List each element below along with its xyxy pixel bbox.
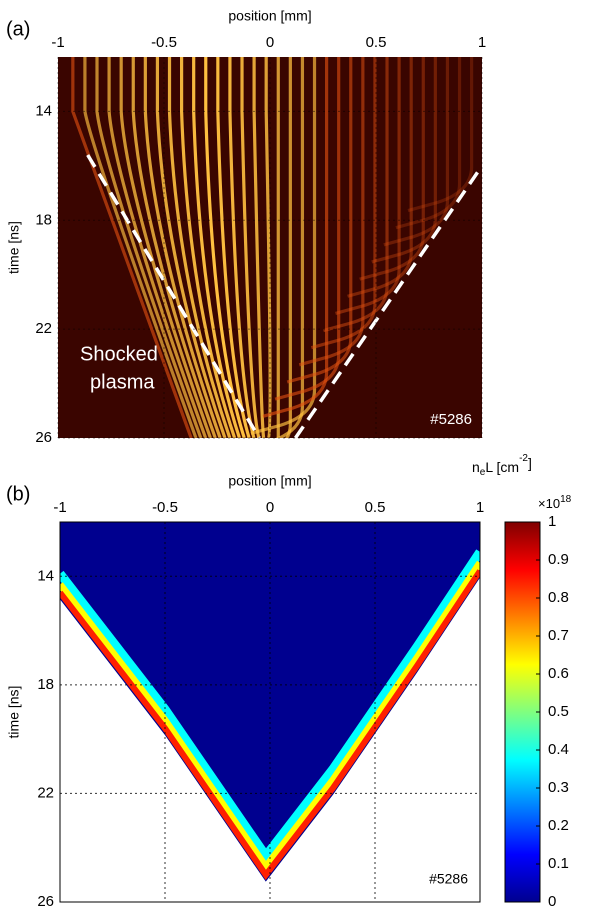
no-data-region <box>60 577 480 902</box>
colorbar-tick-label: 0.6 <box>548 665 569 682</box>
fringe <box>228 57 256 438</box>
annotation: plasma <box>90 371 155 393</box>
colorbar-label-part: L [cm <box>485 459 519 475</box>
fringe <box>274 57 341 401</box>
colorbar-tick-label: 0.1 <box>548 855 569 872</box>
colorbar-label-part: ] <box>528 455 532 471</box>
fringe <box>204 57 246 438</box>
y-tick-label: 26 <box>35 429 52 446</box>
fringe <box>286 57 353 384</box>
shock-front <box>86 154 261 438</box>
x-tick-label: -1 <box>51 34 64 51</box>
fringe <box>119 57 212 438</box>
x-axis-title: position [mm] <box>228 473 311 489</box>
colorbar-tick-label: 0.9 <box>548 551 569 568</box>
panel-label: (b) <box>6 483 30 505</box>
fringe <box>347 57 413 298</box>
colorbar-label-part: -2 <box>519 453 528 464</box>
multiplier-base: ×10 <box>538 496 560 511</box>
fringe <box>285 57 292 438</box>
y-tick-label: 22 <box>35 320 52 337</box>
fringe <box>240 57 261 438</box>
fringe <box>383 57 450 247</box>
colorbar-tick-label: 0.3 <box>548 779 569 796</box>
density-front <box>60 549 480 864</box>
density-front <box>60 569 480 880</box>
fringe <box>107 57 208 438</box>
fringe <box>155 57 227 438</box>
x-axis-title: position [mm] <box>228 8 311 24</box>
fringe <box>298 57 365 367</box>
density-front <box>60 560 480 873</box>
y-axis-title: time [ns] <box>6 686 22 739</box>
y-tick-label: 22 <box>37 784 54 801</box>
colorbar-tick-label: 0.8 <box>548 589 569 606</box>
fringe <box>262 57 329 418</box>
fringe <box>335 57 401 315</box>
y-axis-title: time [ns] <box>6 221 22 274</box>
x-tick-label: 0 <box>266 499 274 516</box>
fringe <box>71 57 193 438</box>
x-tick-label: -0.5 <box>152 499 178 516</box>
fringe <box>131 57 217 438</box>
annotation: #5286 <box>429 871 468 887</box>
fringe <box>371 57 437 264</box>
y-tick-label: 14 <box>35 102 52 119</box>
panel-label: (a) <box>6 18 30 40</box>
fringe <box>83 57 198 438</box>
colorbar-tick-label: 0.4 <box>548 741 569 758</box>
colorbar-tick-label: 0.5 <box>548 703 569 720</box>
colorbar-tick-label: 0.2 <box>548 817 569 834</box>
colorbar-label: neL [cm-2] <box>472 453 532 478</box>
multiplier-exponent: 18 <box>560 494 572 505</box>
fringe <box>275 57 305 438</box>
colorbar-tick-label: 0 <box>548 893 556 910</box>
plot-area <box>58 57 482 438</box>
y-tick-label: 18 <box>35 211 52 228</box>
fringe <box>252 57 266 438</box>
x-tick-label: 0 <box>266 34 274 51</box>
colorbar-multiplier: ×1018 <box>538 494 572 512</box>
annotation: Shocked <box>80 343 158 365</box>
fringe <box>407 57 474 213</box>
colorbar-tick-label: 0.7 <box>548 627 569 644</box>
annotation: #5286 <box>430 411 472 428</box>
x-tick-label: 1 <box>478 34 486 51</box>
fringe <box>250 57 317 435</box>
colorbar-label-part: e <box>480 467 486 478</box>
colorbar <box>504 521 541 903</box>
x-tick-label: 1 <box>476 499 484 516</box>
y-tick-label: 26 <box>37 893 54 910</box>
fringe <box>322 57 389 333</box>
fringe <box>143 57 222 438</box>
fringe <box>192 57 241 438</box>
fringe <box>167 57 232 438</box>
colorbar-label-part: n <box>472 459 480 475</box>
y-tick-label: 14 <box>37 567 54 584</box>
fringe <box>395 57 462 230</box>
fringe <box>310 57 377 350</box>
colorbar-tick-label: 1 <box>548 513 556 530</box>
y-tick-label: 18 <box>37 676 54 693</box>
fringe <box>359 57 425 281</box>
x-tick-label: -1 <box>53 499 66 516</box>
shock-front <box>293 164 482 438</box>
x-tick-label: 0.5 <box>365 499 386 516</box>
fringe <box>179 57 237 438</box>
x-tick-label: -0.5 <box>151 34 177 51</box>
x-tick-label: 0.5 <box>366 34 387 51</box>
